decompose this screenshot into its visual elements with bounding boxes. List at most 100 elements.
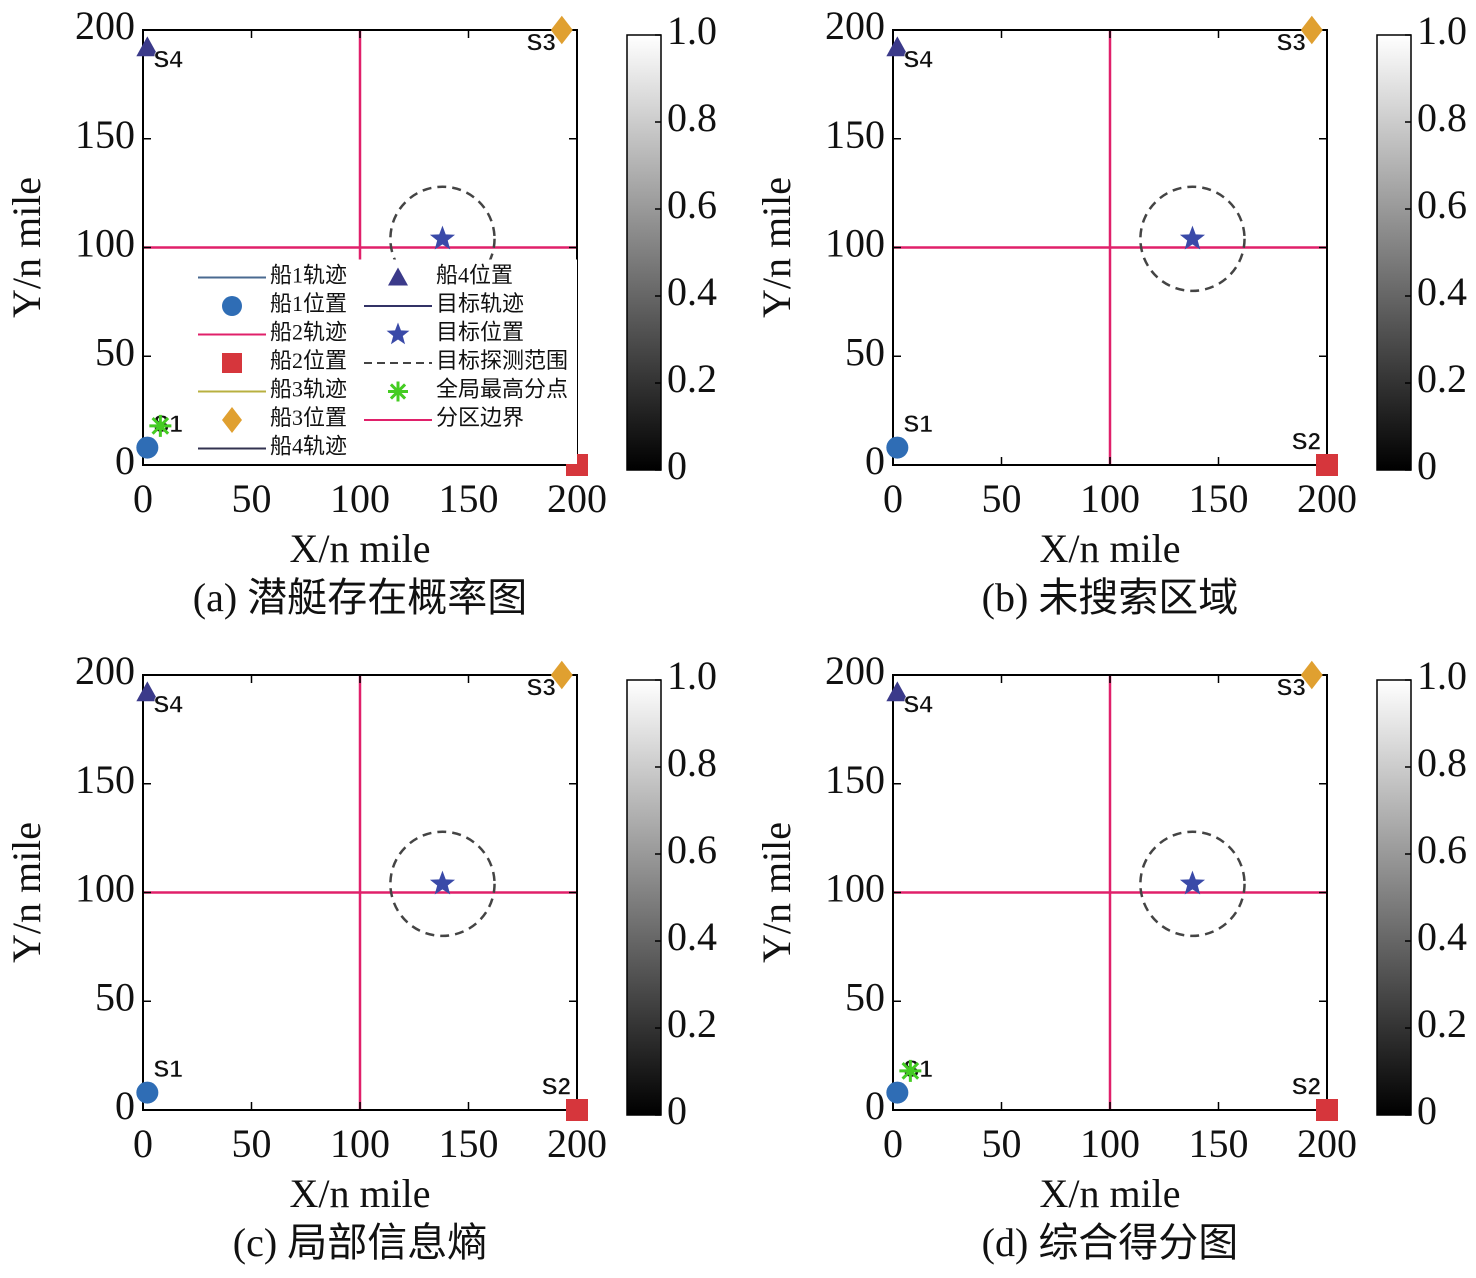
ship-label: S1 xyxy=(903,411,932,438)
colorbar-tick-label: 1.0 xyxy=(667,8,717,53)
ship-position xyxy=(1316,454,1338,476)
x-tick-label: 0 xyxy=(883,1121,903,1166)
legend-label: 船3位置 xyxy=(270,405,347,430)
ship-position xyxy=(886,681,909,702)
ship-label: S1 xyxy=(153,1056,182,1083)
ship-label: S4 xyxy=(153,47,183,74)
detection-range xyxy=(1139,830,1246,938)
colorbar-tick-label: 0.6 xyxy=(1417,182,1467,227)
y-tick-label: 200 xyxy=(75,648,135,693)
x-tick-label: 0 xyxy=(133,1121,153,1166)
y-tick-label: 150 xyxy=(825,112,885,157)
y-axis-label: Y/n mile xyxy=(754,177,799,318)
legend-label: 全局最高分点 xyxy=(436,377,568,402)
ship-position xyxy=(1300,660,1323,690)
legend-label: 船1轨迹 xyxy=(270,263,347,288)
x-tick-label: 50 xyxy=(982,1121,1022,1166)
legend-label: 船2位置 xyxy=(270,348,347,373)
ship-position xyxy=(566,1099,588,1121)
caption: (a) 潜艇存在概率图 xyxy=(193,575,527,620)
y-tick-label: 100 xyxy=(825,221,885,266)
colorbar-tick-label: 0 xyxy=(667,443,687,488)
target-position xyxy=(1179,225,1206,250)
legend-box xyxy=(190,259,577,464)
caption: (d) 综合得分图 xyxy=(982,1220,1239,1265)
ship-label: S3 xyxy=(1276,674,1305,701)
y-tick-label: 0 xyxy=(115,438,135,483)
y-tick-label: 50 xyxy=(95,974,135,1019)
legend-symbol xyxy=(386,322,410,345)
ship-position xyxy=(1300,15,1323,45)
x-tick-label: 100 xyxy=(1080,1121,1140,1166)
ship-position xyxy=(886,436,909,459)
legend-symbol xyxy=(222,296,242,316)
y-tick-label: 150 xyxy=(75,757,135,802)
colorbar-tick-label: 0.4 xyxy=(1417,269,1467,314)
y-axis-label: Y/n mile xyxy=(754,822,799,963)
x-tick-label: 200 xyxy=(547,476,607,521)
legend-label: 船4位置 xyxy=(436,263,513,288)
colorbar xyxy=(626,679,662,1116)
y-tick-label: 100 xyxy=(75,221,135,266)
colorbar-tick-label: 0.4 xyxy=(667,269,717,314)
ship-label: S4 xyxy=(153,692,183,719)
legend-symbol xyxy=(222,407,242,433)
colorbar-tick-label: 0.8 xyxy=(667,740,717,785)
legend-label: 分区边界 xyxy=(436,405,524,430)
x-tick-label: 100 xyxy=(330,476,390,521)
legend-label: 船1位置 xyxy=(270,291,347,316)
ship-position xyxy=(136,36,159,57)
ship-position xyxy=(886,36,909,57)
global-max-point xyxy=(899,1059,922,1082)
ship-position xyxy=(1316,1099,1338,1121)
colorbar-tick-label: 0.6 xyxy=(667,182,717,227)
colorbar-tick-label: 0.8 xyxy=(1417,95,1467,140)
colorbar-tick-label: 0.2 xyxy=(667,1001,717,1046)
x-tick-label: 0 xyxy=(133,476,153,521)
ship-position xyxy=(136,1081,159,1104)
ship-position xyxy=(136,436,159,459)
x-tick-label: 150 xyxy=(1189,1121,1249,1166)
legend-label: 船3轨迹 xyxy=(270,377,347,402)
detection-range xyxy=(1139,185,1246,293)
ship-position xyxy=(136,681,159,702)
ship-label: S2 xyxy=(542,1073,571,1100)
x-tick-label: 50 xyxy=(982,476,1022,521)
ship-label: S2 xyxy=(1292,1073,1321,1100)
global-max-point xyxy=(149,414,172,437)
ship-position xyxy=(550,15,573,45)
y-tick-label: 200 xyxy=(825,3,885,48)
x-axis-label: X/n mile xyxy=(1039,526,1180,571)
y-tick-label: 50 xyxy=(845,329,885,374)
y-tick-label: 200 xyxy=(75,3,135,48)
x-tick-label: 150 xyxy=(1189,476,1249,521)
colorbar-tick-label: 0.2 xyxy=(667,356,717,401)
y-tick-label: 0 xyxy=(865,1083,885,1128)
y-tick-label: 50 xyxy=(95,329,135,374)
x-tick-label: 100 xyxy=(330,1121,390,1166)
ship-label: S3 xyxy=(526,29,555,56)
detection-range xyxy=(389,830,496,938)
caption: (c) 局部信息熵 xyxy=(233,1220,487,1265)
target-position xyxy=(1179,870,1206,895)
y-axis-label: Y/n mile xyxy=(4,822,49,963)
ship-position xyxy=(886,1081,909,1104)
legend-symbol xyxy=(222,353,242,373)
colorbar-tick-label: 0.8 xyxy=(667,95,717,140)
x-tick-label: 200 xyxy=(1297,1121,1357,1166)
colorbar-tick-label: 0.2 xyxy=(1417,1001,1467,1046)
ship-label: S3 xyxy=(526,674,555,701)
y-tick-label: 150 xyxy=(825,757,885,802)
colorbar-tick-label: 0.4 xyxy=(667,914,717,959)
legend-label: 船4轨迹 xyxy=(270,434,347,459)
colorbar xyxy=(1376,34,1412,471)
colorbar-tick-label: 0.2 xyxy=(1417,356,1467,401)
colorbar xyxy=(1376,679,1412,1116)
y-tick-label: 100 xyxy=(825,866,885,911)
ship-label: S4 xyxy=(903,692,933,719)
x-tick-label: 100 xyxy=(1080,476,1140,521)
legend-label: 船2轨迹 xyxy=(270,320,347,345)
y-tick-label: 0 xyxy=(865,438,885,483)
x-tick-label: 200 xyxy=(547,1121,607,1166)
ship-label: S2 xyxy=(1292,428,1321,455)
